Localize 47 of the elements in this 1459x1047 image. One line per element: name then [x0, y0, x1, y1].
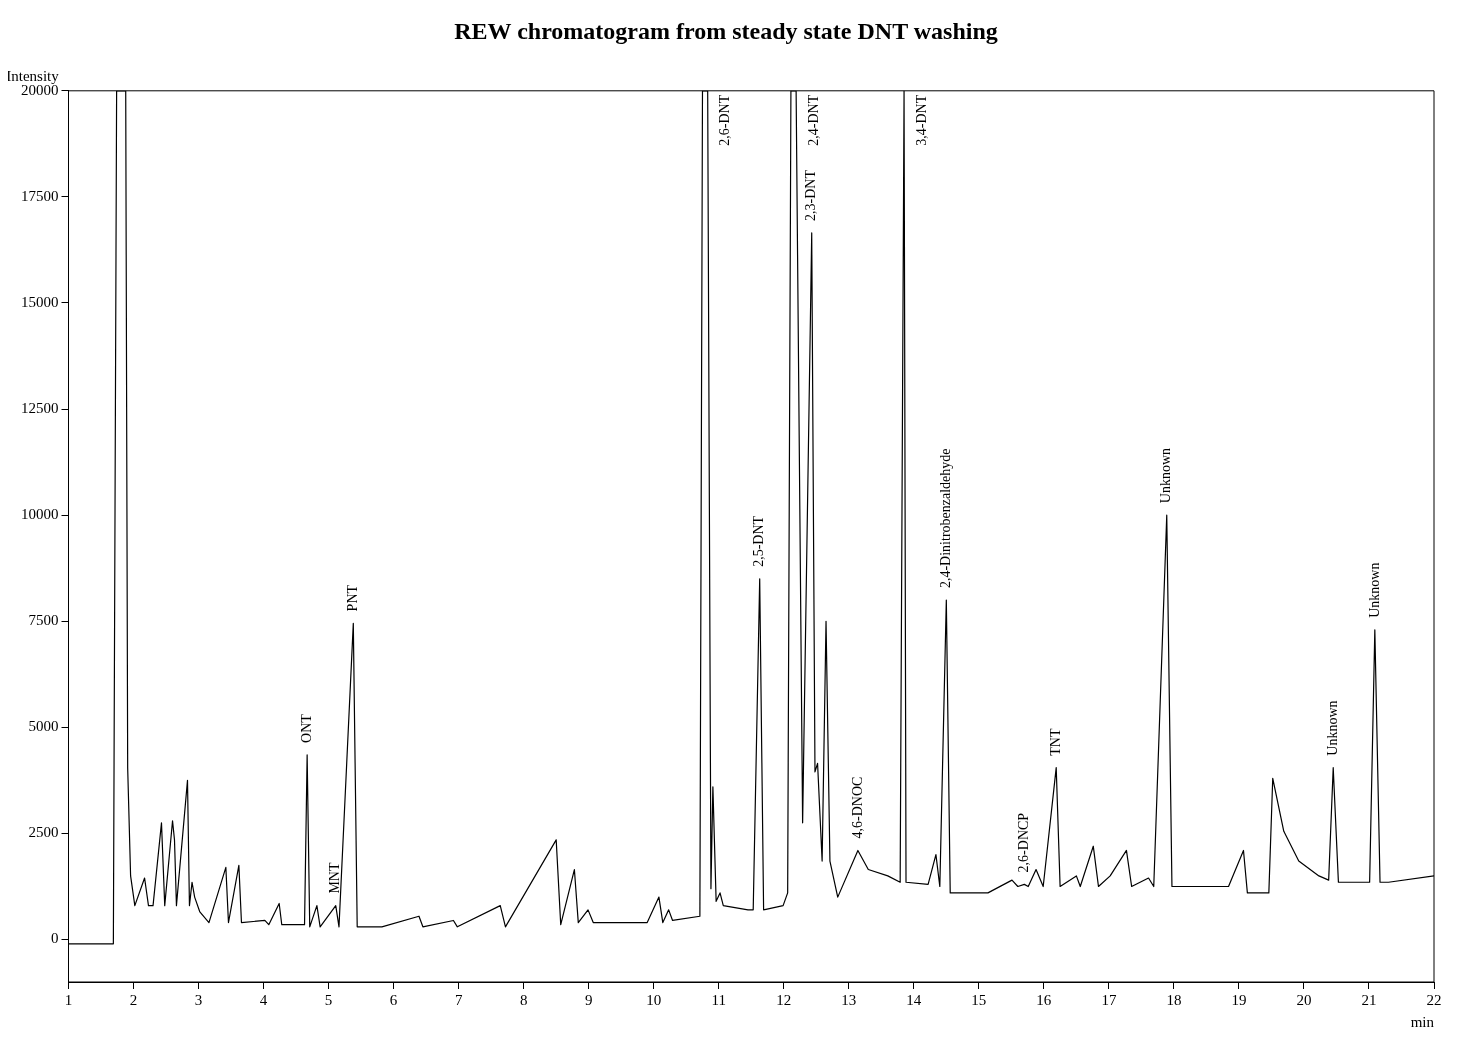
annotation: TNT [1047, 728, 1063, 756]
annotation: PNT [344, 584, 360, 612]
x-tick-label: 2 [129, 991, 138, 1008]
annotation: 4,6-DNOC [849, 776, 865, 839]
x-tick-label: 7 [454, 991, 463, 1008]
x-axis-title: min [1410, 1014, 1435, 1031]
y-tick-label: 2500 [28, 824, 59, 841]
y-tick-label: 17500 [21, 187, 59, 204]
x-tick-label: 10 [646, 991, 662, 1008]
annotation: Unknown [1158, 447, 1174, 504]
x-tick-label: 18 [1166, 991, 1182, 1008]
annotation: 2,6-DNCP [1016, 812, 1032, 873]
x-tick-label: 13 [841, 991, 857, 1008]
x-tick-label: 11 [711, 991, 726, 1008]
x-tick-label: 3 [194, 991, 203, 1008]
x-tick-label: 15 [971, 991, 987, 1008]
annotation: 2,4-Dinitrobenzaldehyde [937, 448, 953, 589]
chart-title: REW chromatogram from steady state DNT washing [454, 17, 998, 44]
annotation: 2,3-DNT [803, 169, 819, 221]
x-tick-label: 21 [1361, 991, 1377, 1008]
x-tick-label: 14 [906, 991, 922, 1008]
annotation: 2,6-DNT [717, 94, 733, 146]
x-tick-label: 20 [1296, 991, 1312, 1008]
x-tick-label: 8 [519, 991, 528, 1008]
x-tick-label: 5 [324, 991, 333, 1008]
x-tick-label: 12 [776, 991, 792, 1008]
x-tick-label: 9 [584, 991, 593, 1008]
x-tick-label: 19 [1231, 991, 1247, 1008]
x-tick-label: 6 [389, 991, 398, 1008]
annotation: 3,4-DNT [913, 94, 929, 146]
annotation: Unknown [1324, 700, 1340, 756]
x-tick-label: 16 [1036, 991, 1052, 1008]
annotation: Unknown [1366, 562, 1382, 618]
x-tick-label: 17 [1101, 991, 1117, 1008]
y-tick-label: 7500 [28, 612, 59, 629]
annotation: MNT [327, 862, 343, 894]
y-tick-label: 15000 [21, 293, 59, 310]
y-tick-label: 0 [51, 930, 59, 947]
y-tick-label: 10000 [21, 506, 59, 523]
annotation: ONT [298, 713, 314, 743]
y-tick-label: 12500 [21, 400, 59, 417]
annotation: 2,4-DNT [805, 94, 821, 146]
x-tick-label: 22 [1426, 991, 1442, 1008]
y-tick-label: 5000 [28, 718, 59, 735]
x-tick-label: 4 [259, 991, 268, 1008]
x-tick-label: 1 [64, 991, 73, 1008]
annotation: 2,5-DNT [751, 515, 767, 567]
